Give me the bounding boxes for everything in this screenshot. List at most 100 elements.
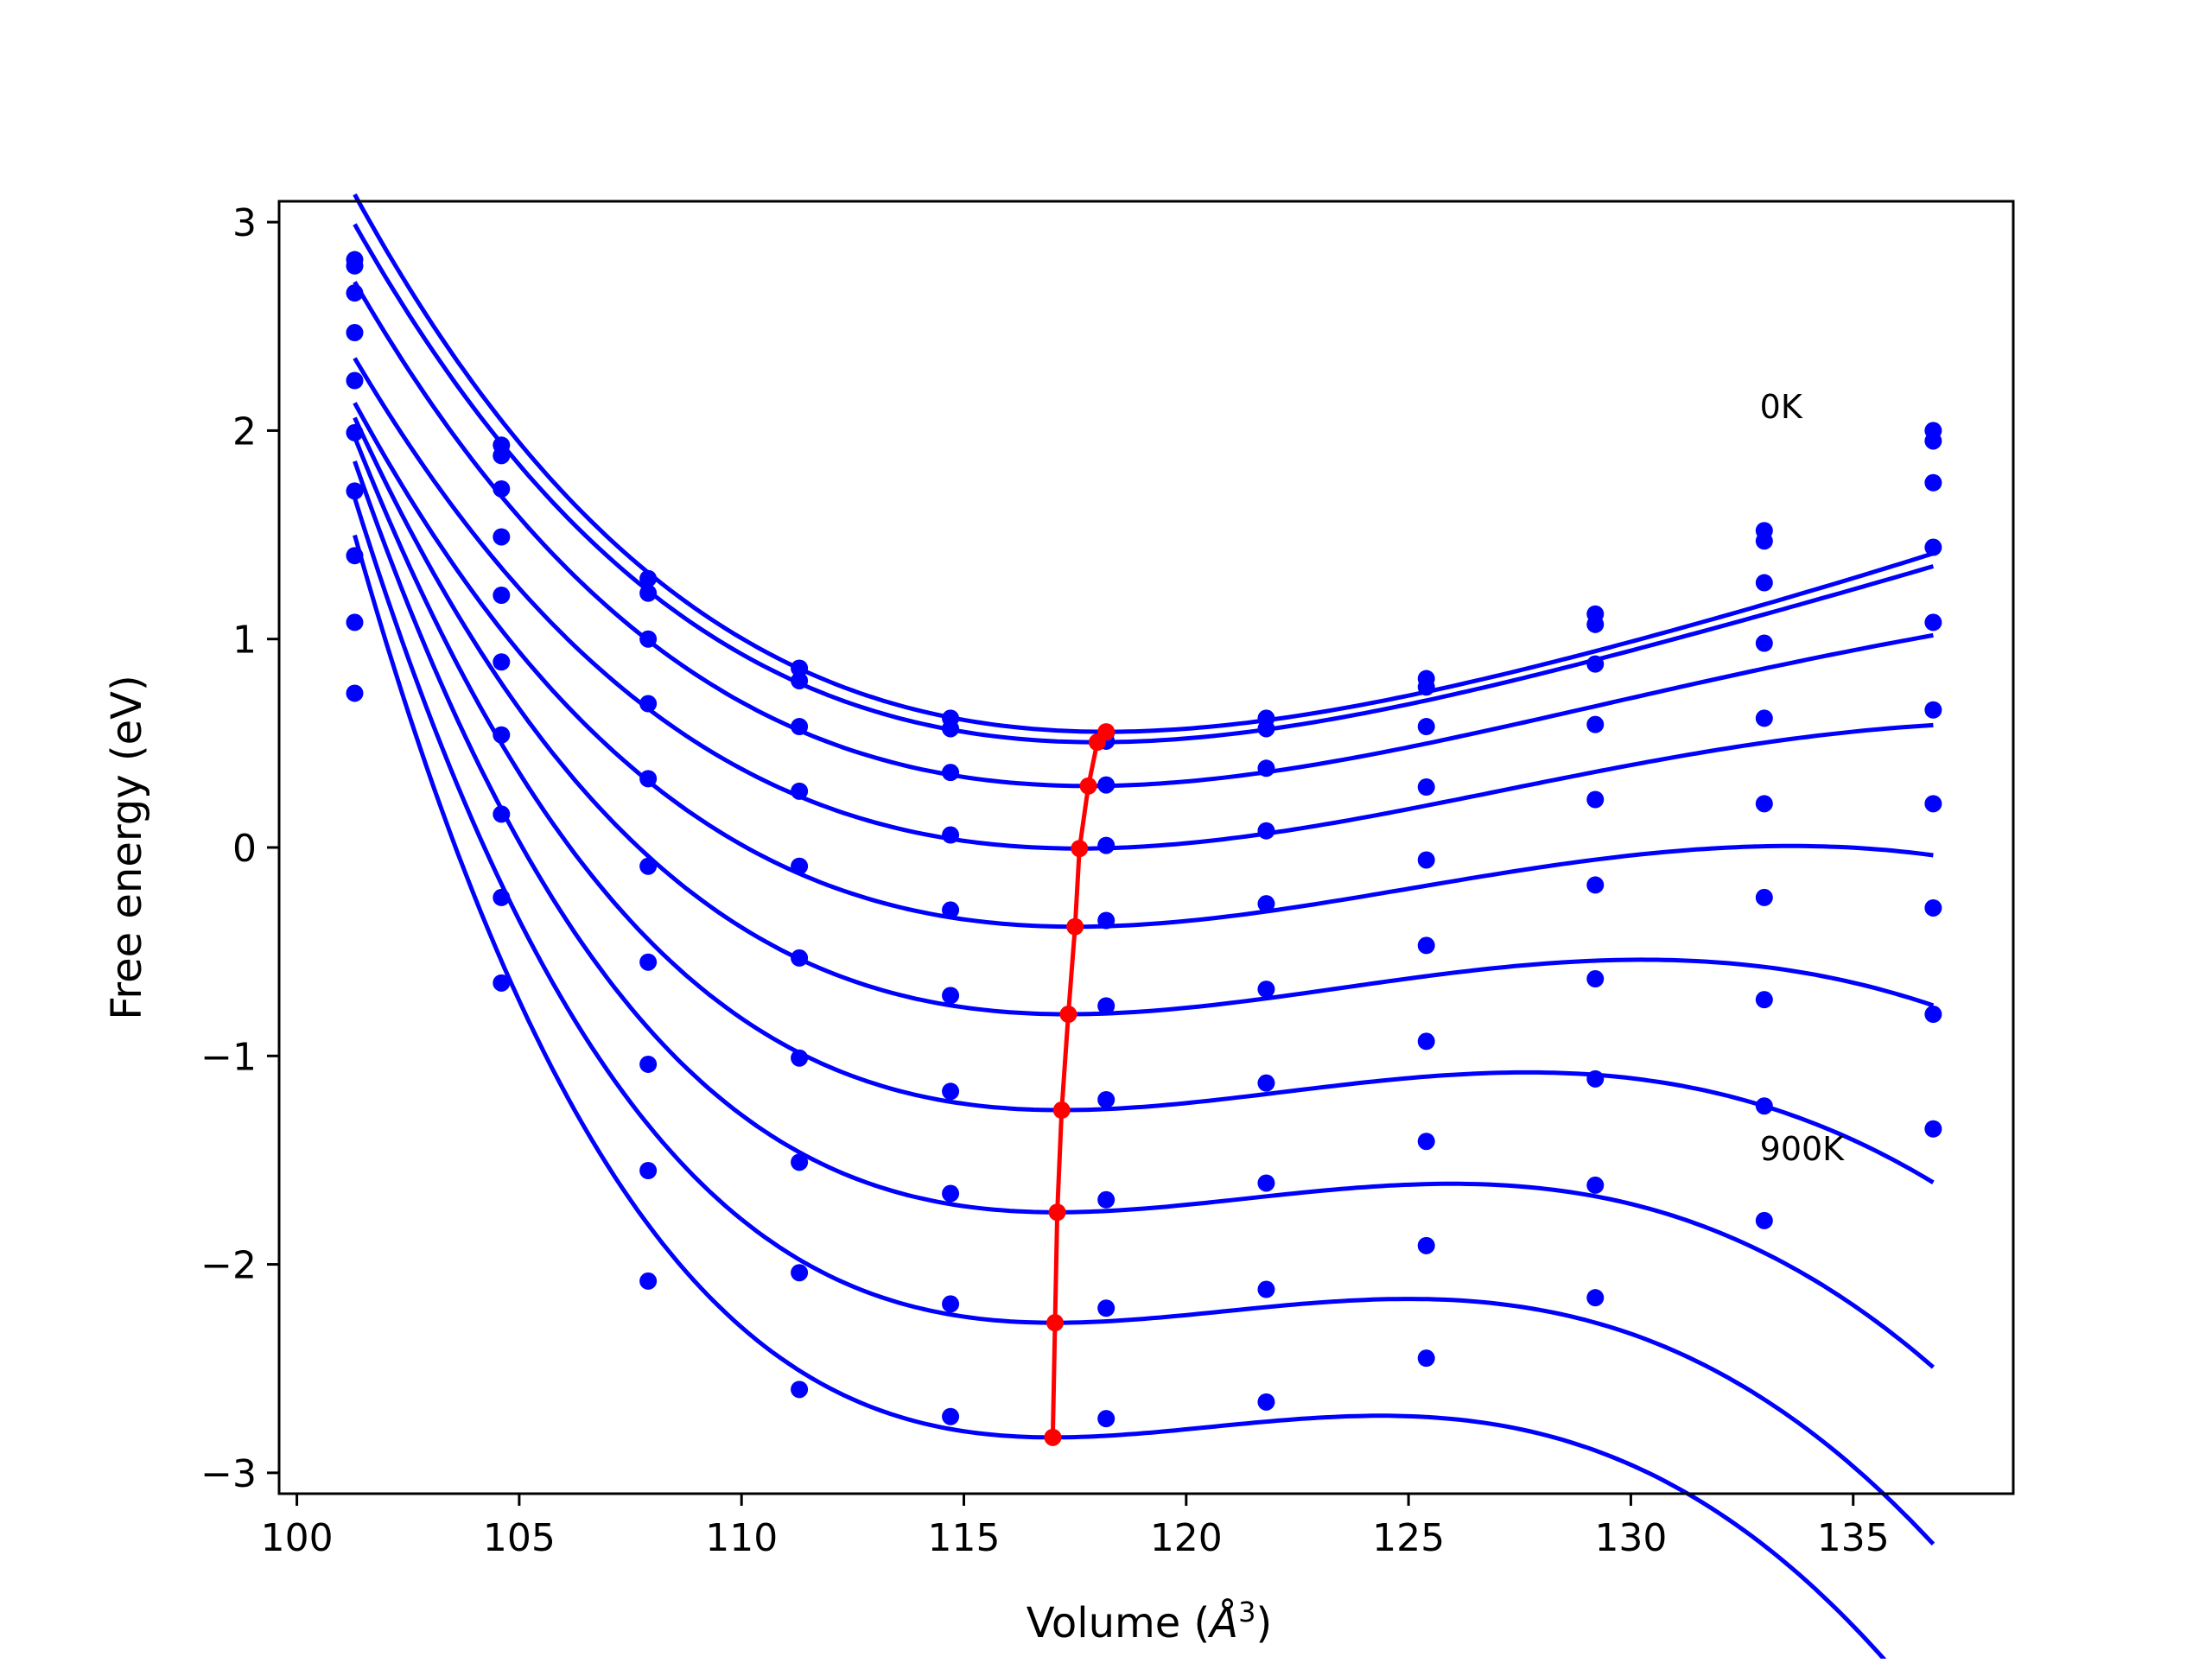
- data-point-2-7: [1417, 718, 1435, 736]
- minimum-point-3: [1071, 840, 1089, 858]
- data-point-4-7: [1417, 851, 1435, 869]
- axis-ticks: 100 105 110 115 120 125 130 135 −3 −2 −1 0 1 2 3: [200, 201, 1890, 1560]
- data-point-8-3: [791, 1264, 809, 1282]
- fit-curve-0: [353, 193, 1935, 734]
- x-tick-label: 125: [1372, 1516, 1445, 1560]
- data-point-1-4: [942, 720, 960, 738]
- data-point-3-6: [1257, 822, 1275, 840]
- fit-curve-4: [353, 402, 1934, 930]
- minimum-point-4: [1066, 917, 1084, 936]
- data-point-1-9: [1755, 532, 1773, 550]
- x-tick-label: 100: [261, 1516, 334, 1560]
- data-point-1-10: [1924, 432, 1942, 450]
- data-point-6-9: [1755, 888, 1773, 906]
- data-point-9-3: [791, 1381, 809, 1399]
- data-point-5-1: [493, 653, 511, 671]
- x-tick-label: 135: [1817, 1516, 1890, 1560]
- data-point-5-8: [1586, 876, 1605, 894]
- data-point-2-6: [1257, 759, 1275, 778]
- data-point-6-8: [1586, 970, 1605, 988]
- data-point-5-6: [1257, 981, 1275, 999]
- data-point-4-10: [1924, 613, 1942, 632]
- data-point-1-1: [493, 447, 511, 465]
- annotation-0: 0K: [1760, 388, 1803, 426]
- data-point-6-6: [1257, 1074, 1275, 1092]
- data-point-5-0: [346, 423, 364, 441]
- data-point-6-4: [942, 1082, 960, 1101]
- minimum-point-5: [1059, 1006, 1077, 1024]
- fit-curve-5: [353, 416, 1935, 1017]
- y-tick-label: −3: [200, 1452, 257, 1496]
- fit-curve-9: [353, 534, 1891, 1663]
- data-point-0-2: [639, 569, 658, 587]
- data-point-8-0: [346, 613, 364, 632]
- fit-curve-8: [353, 497, 1936, 1546]
- minimum-point-6: [1052, 1101, 1071, 1120]
- annotation-1: 900K: [1760, 1130, 1846, 1168]
- fit-curve-1: [353, 223, 1935, 745]
- data-point-3-5: [1097, 836, 1116, 854]
- data-point-3-10: [1924, 538, 1942, 556]
- data-point-7-8: [1586, 1070, 1605, 1088]
- x-axis-label-symbol: Å: [1207, 1598, 1238, 1647]
- data-point-1-7: [1417, 678, 1435, 696]
- data-point-7-0: [346, 547, 364, 565]
- data-point-2-8: [1586, 655, 1605, 673]
- data-point-8-8: [1586, 1176, 1605, 1194]
- data-point-3-4: [942, 826, 960, 844]
- data-point-5-3: [791, 949, 809, 967]
- data-point-4-8: [1586, 790, 1605, 809]
- data-point-5-5: [1097, 997, 1116, 1015]
- data-point-9-2: [639, 1272, 658, 1290]
- data-point-7-4: [942, 1184, 960, 1203]
- data-point-7-6: [1257, 1174, 1275, 1192]
- data-point-9-8: [1586, 1289, 1605, 1307]
- data-point-9-1: [493, 974, 511, 992]
- data-point-2-4: [942, 764, 960, 782]
- data-point-7-3: [791, 1153, 809, 1171]
- data-point-2-0: [346, 284, 364, 302]
- fit-curve-7: [353, 460, 1936, 1369]
- data-point-2-2: [639, 630, 658, 648]
- data-point-8-10: [1924, 1006, 1942, 1024]
- x-tick-label: 105: [483, 1516, 556, 1560]
- x-axis-label-close: ): [1255, 1599, 1272, 1647]
- data-point-8-7: [1417, 1236, 1435, 1254]
- data-point-9-6: [1257, 1393, 1275, 1411]
- data-point-5-9: [1755, 795, 1773, 813]
- data-point-7-1: [493, 805, 511, 823]
- data-point-5-7: [1417, 936, 1435, 955]
- data-point-9-5: [1097, 1410, 1116, 1428]
- plot-area: 0K 900K: [346, 193, 1942, 1663]
- data-point-3-1: [493, 528, 511, 546]
- data-point-6-7: [1417, 1032, 1435, 1050]
- data-point-3-3: [791, 782, 809, 800]
- data-point-9-4: [942, 1407, 960, 1425]
- data-point-7-10: [1924, 898, 1942, 917]
- data-point-3-0: [346, 324, 364, 342]
- data-point-9-10: [1924, 1120, 1942, 1138]
- fit-curve-3: [353, 357, 1934, 851]
- data-point-2-1: [493, 479, 511, 498]
- data-point-6-3: [791, 1049, 809, 1067]
- minimum-point-8: [1046, 1314, 1065, 1332]
- data-point-6-10: [1924, 795, 1942, 813]
- data-point-9-9: [1755, 1211, 1773, 1229]
- y-tick-label: −1: [200, 1035, 257, 1079]
- data-point-5-4: [942, 987, 960, 1005]
- minimum-point-1: [1088, 733, 1106, 752]
- data-point-4-1: [493, 587, 511, 605]
- x-axis-label: Volume (Å3): [1027, 1596, 1272, 1647]
- data-point-9-7: [1417, 1349, 1435, 1368]
- y-tick-label: −2: [200, 1244, 257, 1288]
- data-point-8-9: [1755, 1097, 1773, 1115]
- data-point-1-8: [1586, 615, 1605, 633]
- data-point-7-5: [1097, 1190, 1116, 1209]
- data-point-1-2: [639, 584, 658, 602]
- y-tick-label: 3: [232, 201, 257, 245]
- minimum-line: [1050, 730, 1109, 1438]
- y-tick-label: 2: [232, 409, 257, 454]
- data-point-4-3: [791, 857, 809, 875]
- data-point-6-0: [346, 482, 364, 500]
